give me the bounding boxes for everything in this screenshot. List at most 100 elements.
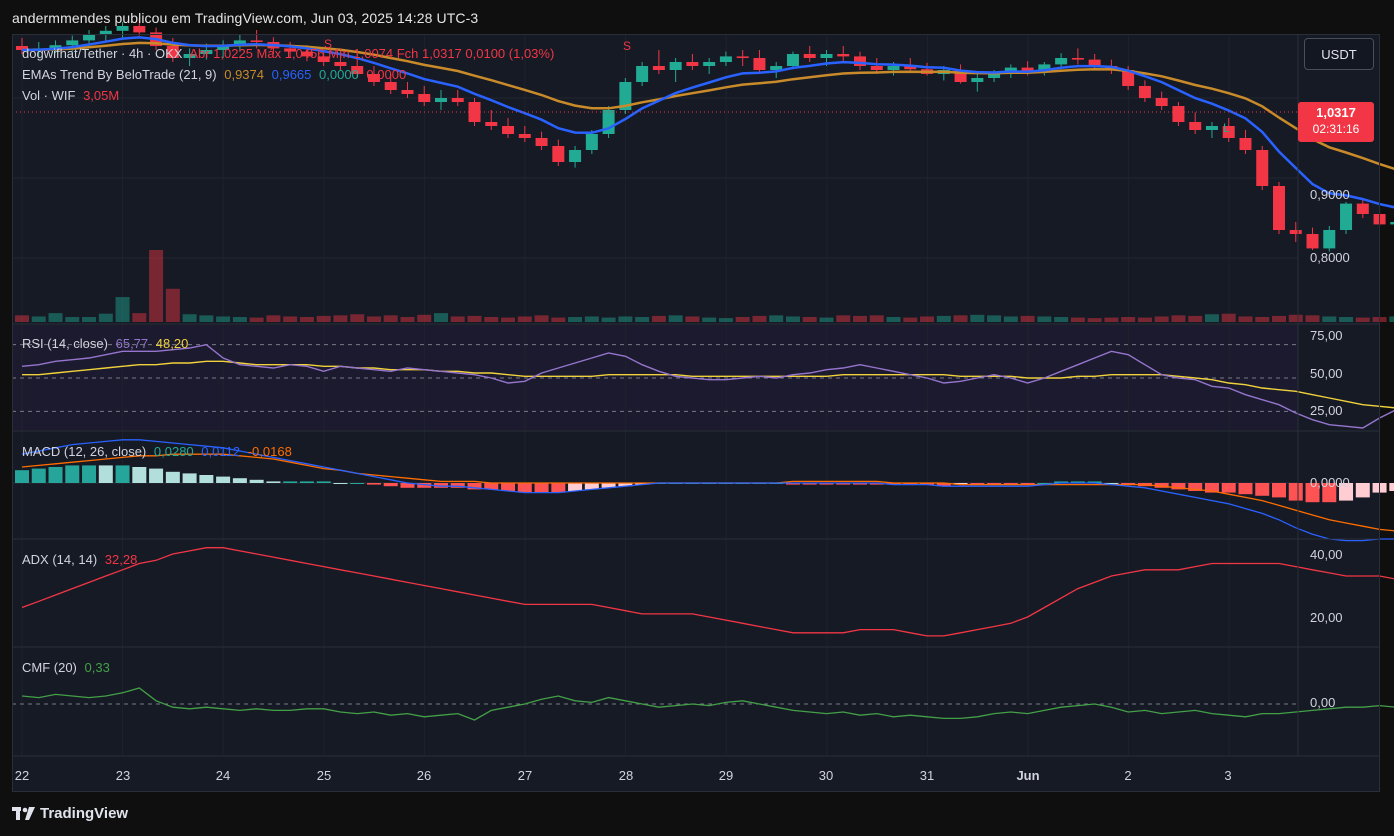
tradingview-logo[interactable]: TradingView (12, 805, 128, 822)
legend-ema-row[interactable]: EMAs Trend By BeloTrade (21, 9) 0,9374 0… (22, 67, 410, 82)
legend-volume-row[interactable]: Vol · WIF 3,05M (22, 88, 123, 103)
cmf-value: 0,33 (84, 660, 110, 675)
volume-bar (903, 317, 918, 322)
volume-bar (98, 313, 113, 322)
volume-bar (249, 317, 264, 322)
candle-body (1239, 138, 1252, 150)
candle-body (435, 98, 447, 102)
candle-body (1373, 214, 1386, 225)
volume-bar (467, 315, 482, 322)
macd-histogram-bar (1238, 483, 1253, 495)
date-label: 26 (416, 768, 432, 783)
ema-value-3: 0,0000 (319, 67, 359, 82)
date-label: Jun (1016, 768, 1040, 783)
rsi-axis-label: 25,00 (1310, 403, 1343, 418)
candle-body (1340, 203, 1353, 230)
currency-button[interactable]: USDT (1304, 38, 1374, 70)
macd-line (21, 439, 1394, 542)
volume-bar (1272, 315, 1286, 322)
candle-body (854, 56, 866, 66)
ohlc-values: Abr 1,0225 Máx 1,0456 Mín 1,0074 Fch 1,0… (189, 46, 555, 61)
macd-histogram-bar (1087, 481, 1102, 483)
volume-bar (1154, 316, 1169, 322)
candle-body (1038, 64, 1051, 73)
macd-histogram-bar (1255, 483, 1270, 496)
candle-body (1071, 58, 1084, 60)
macd-histogram-bar (1221, 483, 1236, 493)
volume-bar (836, 315, 851, 322)
candle-body (401, 90, 414, 94)
volume-bar (1288, 314, 1303, 322)
macd-histogram-bar (350, 483, 365, 484)
volume-bar (685, 316, 700, 322)
candle-body (619, 82, 632, 110)
macd-histogram-bar (819, 483, 834, 485)
candle-body (1323, 230, 1336, 249)
macd-histogram-bar (618, 483, 633, 487)
candle-body (552, 146, 565, 162)
volume-bar (819, 317, 834, 322)
candle-body (569, 150, 582, 162)
volume-bar (434, 313, 448, 322)
candle-body (351, 66, 364, 74)
volume-bar (785, 316, 800, 322)
volume-bar (601, 317, 616, 322)
macd-histogram-bar (15, 470, 29, 483)
volume-bar (48, 313, 63, 322)
ema-value-4: 0,0000 (366, 67, 407, 82)
volume-bar (568, 317, 583, 322)
macd-histogram-bar (149, 468, 164, 483)
candle-body (770, 66, 783, 70)
volume-bar (1003, 316, 1018, 322)
cmf-name: CMF (20) (22, 660, 77, 675)
legend-macd-row[interactable]: MACD (12, 26, close) 0,0280 0,0112 -0,01… (22, 444, 296, 459)
macd-histogram-bar (1355, 483, 1370, 498)
legend-rsi-row[interactable]: RSI (14, close) 65,77 48,20 (22, 336, 192, 351)
candle-body (1055, 58, 1068, 65)
volume-value: 3,05M (83, 88, 120, 103)
legend-cmf-row[interactable]: CMF (20) 0,33 (22, 660, 114, 675)
tradingview-icon (12, 806, 35, 820)
legend-symbol-row[interactable]: dogwifhat/Tether · 4h · OKX Abr 1,0225 M… (22, 46, 558, 61)
macd-histogram-bar (1154, 483, 1169, 488)
candle-body (1189, 122, 1202, 130)
volume-bar (668, 315, 683, 322)
macd-histogram-bar (1020, 483, 1035, 485)
candle-body (1138, 86, 1151, 98)
date-label: 27 (517, 768, 533, 783)
volume-bar (501, 317, 516, 322)
macd-histogram-bar (551, 483, 566, 493)
volume-bar (333, 315, 348, 322)
volume-bar (199, 315, 214, 322)
macd-histogram-bar (1054, 481, 1069, 483)
grid (12, 34, 1298, 756)
rsi-ma-value: 48,20 (155, 336, 189, 351)
volume-bar (517, 316, 532, 322)
volume-bar (232, 317, 247, 322)
macd-histogram-bar (165, 471, 180, 483)
last-price-tag: 1,0317 02:31:16 (1298, 102, 1374, 142)
volume-bar (869, 315, 884, 322)
date-label: 28 (618, 768, 634, 783)
volume-bar (1204, 314, 1219, 322)
adx-value: 32,28 (104, 552, 138, 567)
panel-separators (12, 34, 1380, 757)
rsi-name: RSI (14, close) (22, 336, 108, 351)
macd-histogram-bar (299, 481, 314, 483)
volume-bar (1188, 315, 1203, 322)
macd-signal-line (21, 453, 1394, 532)
adx-name: ADX (14, 14) (22, 552, 98, 567)
volume-bar (1070, 317, 1085, 322)
macd-histogram-bar (936, 483, 951, 487)
legend-adx-row[interactable]: ADX (14, 14) 32,28 (22, 552, 141, 567)
candle-body (686, 62, 699, 66)
symbol-name: dogwifhat/Tether · 4h · OKX (22, 46, 183, 61)
macd-histogram-bar (903, 483, 918, 485)
adx-axis-label: 20,00 (1310, 610, 1343, 625)
macd-histogram-bar (316, 481, 331, 483)
candle-body (1021, 67, 1034, 73)
volume-bar (1372, 317, 1387, 322)
volume-bar (987, 315, 1002, 322)
volume-bar (484, 317, 499, 322)
